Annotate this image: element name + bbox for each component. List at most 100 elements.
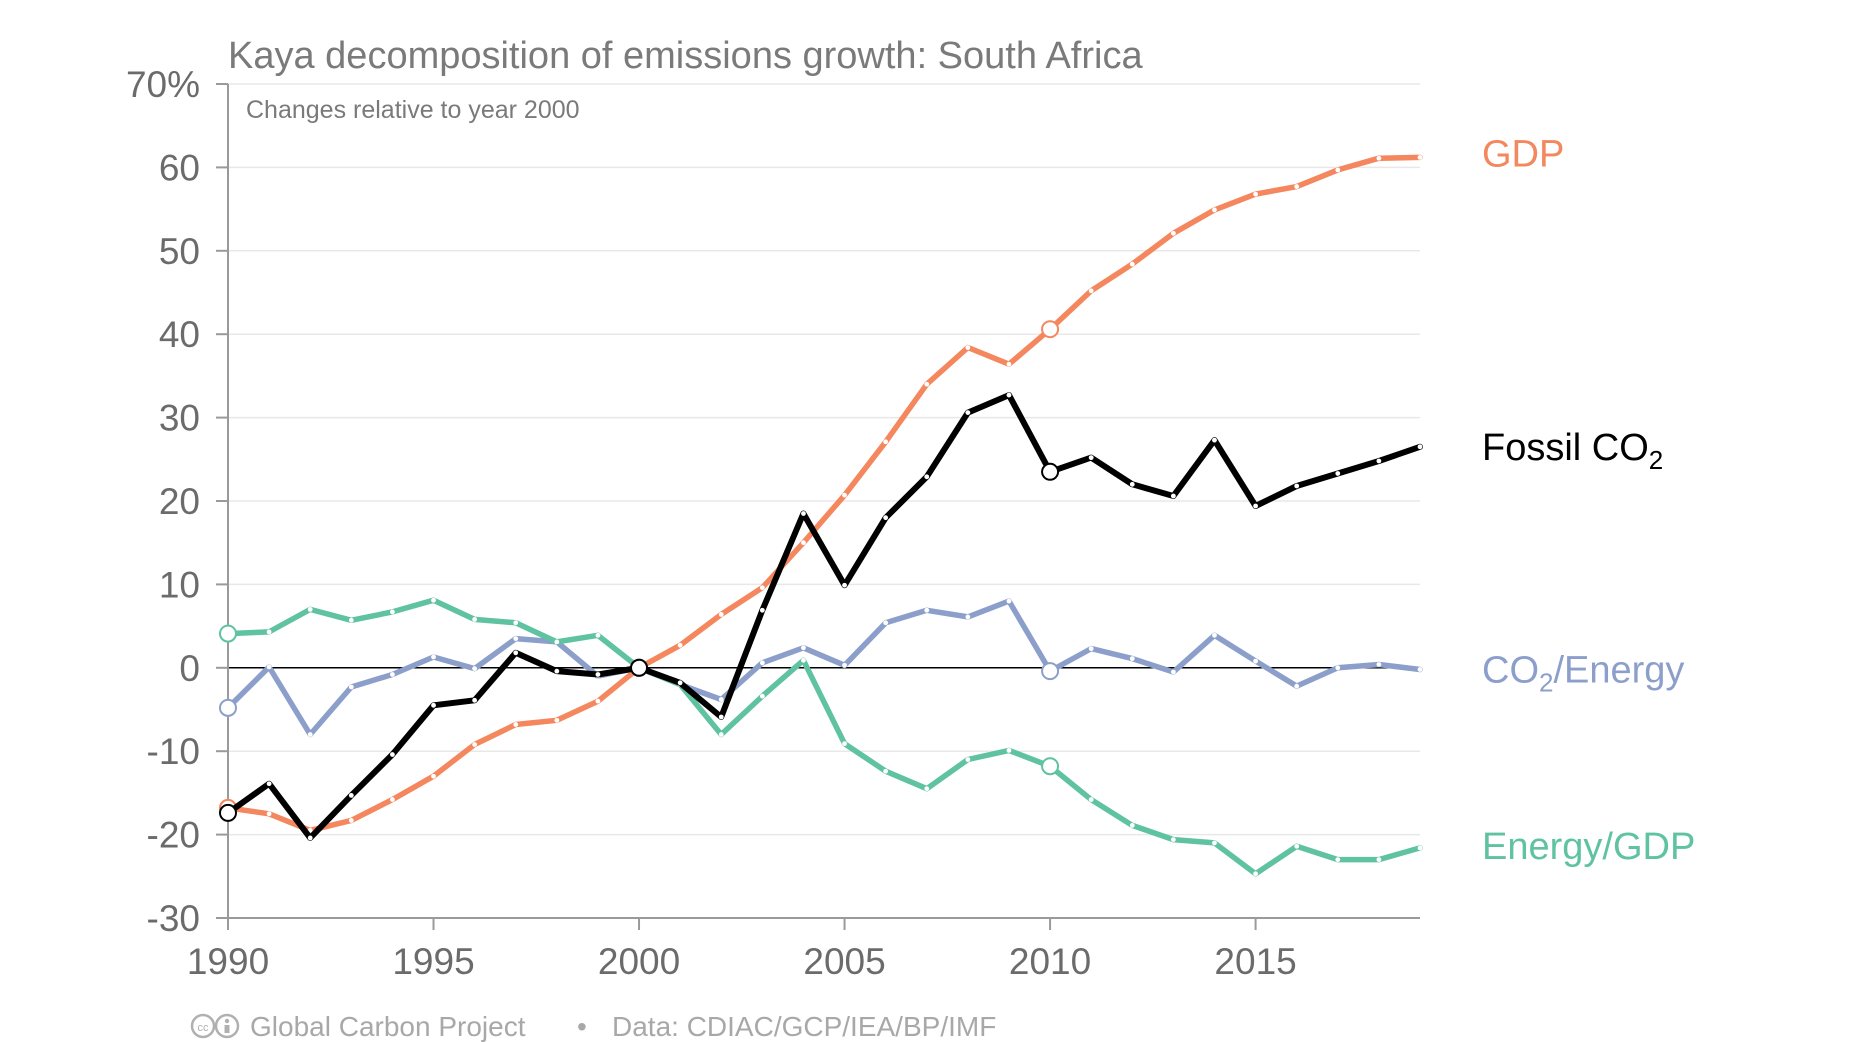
- data-point: [718, 732, 724, 737]
- gridlines: [228, 83, 1420, 919]
- data-point: [883, 515, 889, 521]
- data-point: [390, 672, 395, 677]
- data-point: [883, 620, 889, 626]
- data-point: [965, 757, 971, 762]
- data-point: [1212, 207, 1217, 213]
- data-point: [431, 654, 436, 660]
- data-point: [472, 666, 478, 672]
- series-fossil-co: [219, 392, 1423, 841]
- data-point: [759, 585, 765, 591]
- y-tick-label: 70%: [126, 64, 200, 105]
- cc-license-icon: cc: [190, 1013, 240, 1039]
- y-tick-label: -20: [147, 815, 200, 856]
- data-point: [1376, 155, 1382, 161]
- data-point: [883, 439, 889, 445]
- data-point: [554, 717, 560, 723]
- data-point: [307, 835, 313, 841]
- series-lines: [219, 154, 1423, 877]
- data-point: [965, 345, 971, 350]
- y-tick-label: 20: [159, 481, 200, 522]
- data-point: [677, 642, 683, 648]
- data-point: [1253, 871, 1258, 877]
- series-line: [225, 392, 1423, 841]
- footer: cc Global Carbon Project • Data: CDIAC/G…: [190, 1011, 996, 1042]
- data-point: [759, 607, 765, 613]
- data-point: [1129, 481, 1135, 487]
- data-point: [801, 657, 806, 663]
- data-point: [924, 607, 930, 613]
- series-labels: GDP Fossil CO2 CO2/Energy Energy/GDP: [1482, 133, 1695, 868]
- data-point: [1294, 184, 1300, 189]
- data-point: [801, 540, 806, 546]
- data-point: [924, 474, 930, 480]
- data-point: [718, 697, 724, 702]
- data-point: [1212, 840, 1217, 846]
- data-point: [1294, 843, 1300, 849]
- data-point: [883, 768, 889, 774]
- data-point: [1335, 857, 1341, 863]
- data-point: [801, 645, 806, 651]
- series-label: Energy/GDP: [1482, 826, 1695, 868]
- data-point: [1170, 837, 1176, 843]
- y-tick-label: 30: [159, 398, 200, 439]
- data-point: [801, 511, 806, 516]
- data-point: [513, 722, 519, 727]
- data-point: [472, 697, 478, 703]
- data-point: [431, 597, 436, 603]
- data-point: [595, 698, 601, 704]
- data-point: [1129, 656, 1135, 662]
- data-point: [1129, 261, 1135, 267]
- x-tick-label: 1990: [187, 941, 269, 982]
- data-point: [390, 609, 395, 615]
- data-point: [718, 612, 724, 617]
- data-point: [348, 818, 354, 823]
- data-point: [965, 410, 971, 415]
- data-point: [219, 698, 237, 717]
- data-point: [677, 680, 683, 686]
- series-gdp: [219, 154, 1423, 834]
- series-energy-gdp: [219, 597, 1423, 877]
- data-point: [1335, 665, 1341, 671]
- data-point: [1294, 683, 1300, 689]
- series-line: [225, 154, 1423, 834]
- data-point: [1041, 757, 1060, 776]
- footer-data-credit: Data: CDIAC/GCP/IEA/BP/IMF: [612, 1011, 996, 1042]
- data-point: [1294, 483, 1300, 489]
- data-point: [266, 664, 272, 670]
- data-point: [1376, 458, 1382, 464]
- data-point: [1253, 503, 1258, 509]
- y-tick-label: 60: [159, 147, 200, 188]
- data-point: [842, 662, 847, 668]
- data-point: [1417, 444, 1423, 450]
- data-point: [390, 752, 395, 757]
- data-point: [1335, 471, 1341, 476]
- data-point: [513, 636, 519, 642]
- data-point: [219, 803, 237, 822]
- series-label: CO2/Energy: [1482, 649, 1684, 697]
- series-line: [225, 597, 1423, 877]
- y-tick-label: 50: [159, 231, 200, 272]
- data-point: [1170, 493, 1176, 499]
- data-point: [390, 797, 395, 802]
- data-point: [1376, 857, 1382, 863]
- data-point: [1417, 154, 1423, 160]
- data-point: [431, 773, 436, 779]
- data-point: [1253, 658, 1258, 664]
- data-point: [307, 732, 313, 737]
- x-axis-tick-labels: 1990 1995 2000 2005 2010 2015: [187, 941, 1297, 982]
- data-point: [1041, 462, 1060, 481]
- data-point: [924, 381, 930, 387]
- svg-text:cc: cc: [198, 1022, 210, 1034]
- data-point: [924, 786, 930, 792]
- data-point: [1006, 747, 1012, 753]
- data-point: [1041, 320, 1060, 339]
- data-point: [1170, 669, 1176, 675]
- y-axis-tick-labels: -30 -20 -10 0 10 20 30 40 50 60 70%: [126, 64, 200, 939]
- data-point: [219, 624, 237, 643]
- data-point: [965, 614, 971, 620]
- x-tick-label: 1995: [392, 941, 474, 982]
- x-tick-label: 2000: [598, 941, 680, 982]
- data-point: [759, 660, 765, 666]
- y-tick-label: -30: [147, 898, 200, 939]
- data-point: [554, 639, 560, 645]
